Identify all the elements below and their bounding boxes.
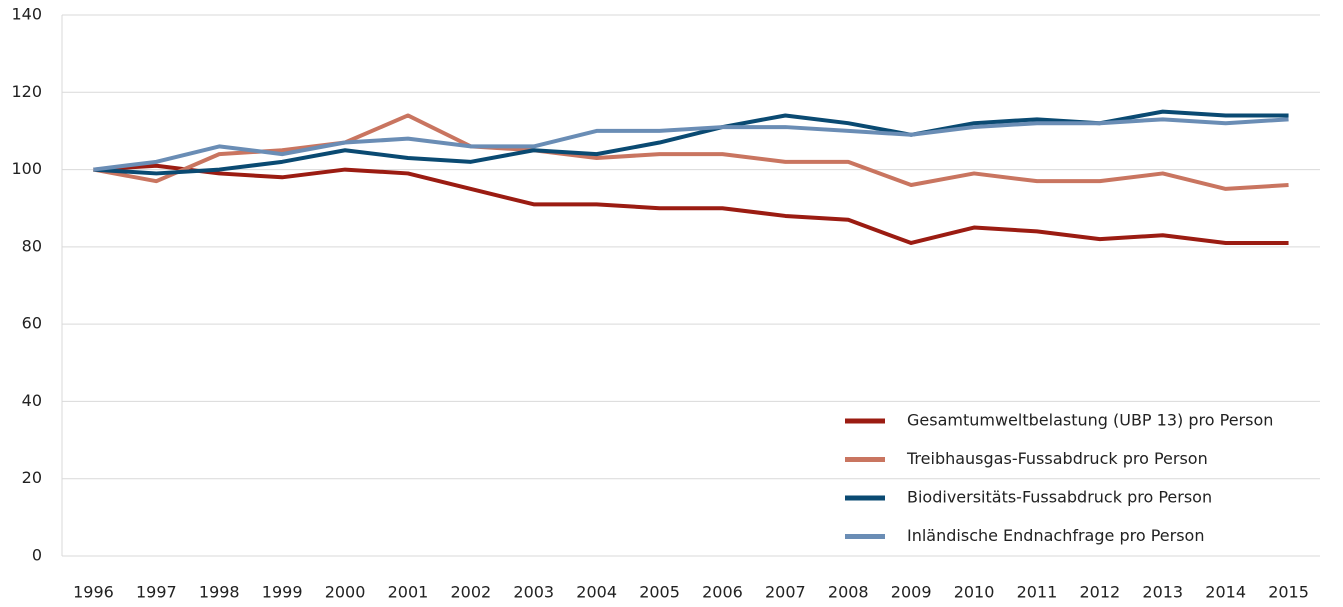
x-tick-label: 2006 <box>702 583 743 602</box>
y-tick-label: 60 <box>22 314 42 333</box>
y-tick-label: 120 <box>11 82 42 101</box>
x-tick-label: 2003 <box>513 583 554 602</box>
legend-label: Treibhausgas-Fussabdruck pro Person <box>906 449 1208 468</box>
x-tick-label: 2013 <box>1142 583 1183 602</box>
x-tick-label: 2008 <box>828 583 869 602</box>
y-tick-label: 140 <box>11 5 42 24</box>
legend-label: Gesamtumweltbelastung (UBP 13) pro Perso… <box>907 411 1273 430</box>
y-tick-label: 40 <box>22 391 42 410</box>
x-tick-label: 2002 <box>450 583 491 602</box>
x-tick-label: 1999 <box>262 583 303 602</box>
x-tick-label: 2015 <box>1268 583 1309 602</box>
series-line <box>93 163 1289 245</box>
x-tick-label: 1998 <box>199 583 240 602</box>
series-line <box>93 117 1289 172</box>
x-tick-label: 2014 <box>1205 583 1246 602</box>
y-tick-label: 100 <box>11 159 42 178</box>
x-tick-label: 2005 <box>639 583 680 602</box>
x-tick-label: 2001 <box>388 583 429 602</box>
x-tick-label: 1996 <box>73 583 114 602</box>
x-tick-label: 2012 <box>1079 583 1120 602</box>
series-line <box>93 113 1289 191</box>
legend-label: Biodiversitäts-Fussabdruck pro Person <box>907 488 1212 507</box>
legend-label: Inländische Endnachfrage pro Person <box>907 526 1204 545</box>
y-tick-label: 20 <box>22 468 42 487</box>
y-tick-label: 0 <box>32 546 42 565</box>
y-tick-label: 80 <box>22 236 42 255</box>
x-tick-label: 2004 <box>576 583 617 602</box>
x-tick-label: 2007 <box>765 583 806 602</box>
x-tick-label: 2000 <box>325 583 366 602</box>
x-tick-label: 1997 <box>136 583 177 602</box>
x-tick-label: 2009 <box>891 583 932 602</box>
x-tick-label: 2010 <box>954 583 995 602</box>
x-tick-label: 2011 <box>1017 583 1058 602</box>
